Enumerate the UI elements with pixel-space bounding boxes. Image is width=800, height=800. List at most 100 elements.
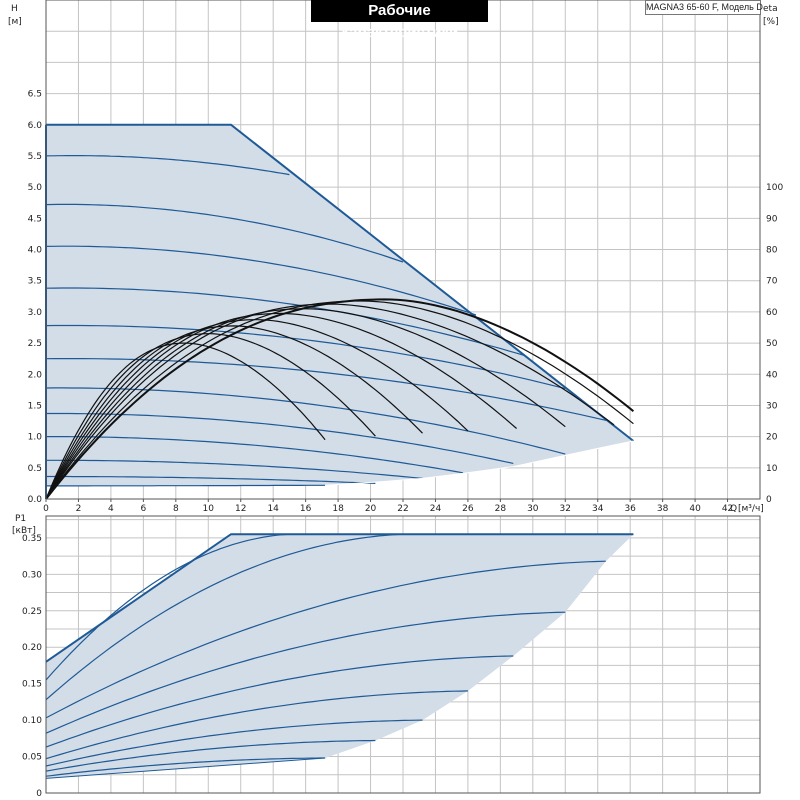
y-tick-label-power: 0 [36,789,42,799]
y2-tick-label-eta: 10 [766,464,778,474]
plot-frame-bottom [45,515,761,794]
y2-tick-label-eta: 30 [766,401,778,411]
y-tick-label-head: 2.5 [28,339,42,349]
x-tick-label: 6 [140,504,146,514]
x-tick-label: 34 [592,504,604,514]
y-tick-label-head: 2.0 [28,370,43,380]
y-tick-label-head: 6.5 [28,90,42,100]
max-power-curve [45,533,634,663]
y-tick-label-head: 1.0 [28,433,43,443]
x-tick-label: 42 [722,504,733,514]
y-tick-label-power: 0.25 [22,607,42,617]
y-tick-label-head: 6.0 [28,121,43,131]
power-curve [45,739,376,772]
y-axis-label-power: P1 [15,514,26,524]
y-axis-unit-power: [кВт] [12,526,36,536]
x-axis-unit-q: [м³/ч] [738,504,764,514]
x-tick-label: 36 [624,504,636,514]
pump-model-label: MAGNA3 65-60 F, Модель D [645,0,763,15]
efficiency-curve [45,325,423,500]
power-curve [45,655,514,748]
y-tick-label-power: 0.05 [22,753,42,763]
y2-tick-label-eta: 40 [766,370,778,380]
x-tick-label: 28 [495,504,507,514]
x-tick-label: 12 [235,504,246,514]
efficiency-curve [45,298,635,500]
axes [45,0,761,794]
y2-tick-label-eta: 80 [766,246,778,256]
power-curve [45,757,326,777]
y-tick-label-head: 4.5 [28,214,42,224]
x-tick-label: 24 [430,504,442,514]
y-tick-label-head: 3.0 [28,308,43,318]
operating-areas [46,124,634,779]
head-curve [45,155,290,176]
x-axis-label-q: Q [730,504,737,514]
head-curve [46,436,464,474]
min-power-curve [45,757,326,779]
x-tick-label: 14 [267,504,279,514]
y-tick-label-head: 5.5 [28,152,42,162]
operating-area-power [46,534,634,779]
efficiency-curve [45,333,376,500]
x-tick-label: 26 [462,504,474,514]
y2-tick-label-eta: 20 [766,433,778,443]
x-tick-label: 40 [689,504,701,514]
x-tick-label: 38 [657,504,669,514]
head-curve [45,245,477,316]
x-tick-label: 20 [365,504,377,514]
head-curve [45,324,566,390]
chart-title: Рабочие характеристики [311,0,488,41]
power-curve [45,690,468,760]
y2-axis-unit-eta: [%] [763,17,779,27]
y2-tick-label-eta: 50 [766,339,778,349]
y-tick-label-power: 0.15 [22,680,42,690]
y-tick-label-head: 4.0 [28,246,43,256]
x-tick-label: 10 [203,504,215,514]
head-curve [45,287,525,357]
head-area-bottom-edge [325,440,634,486]
head-curve [46,484,326,487]
x-tick-label: 30 [527,504,539,514]
y2-tick-label-eta: 100 [766,183,783,193]
curves [45,123,635,779]
head-curve [45,203,404,263]
x-tick-label: 2 [76,504,82,514]
efficiency-curve [45,312,517,500]
y-tick-label-power: 0.30 [22,570,42,580]
power-curve [45,533,290,681]
max-head-curve [46,123,635,442]
y-tick-label-power: 0.10 [22,716,42,726]
y2-axis-label-eta: eta [763,4,778,14]
power-curve [45,719,423,767]
y-tick-label-power: 0.20 [22,643,42,653]
power-curve [45,560,606,719]
head-curve [46,475,376,484]
y-tick-label-head: 3.5 [28,277,42,287]
y-axis-label-head: H [11,4,18,14]
x-tick-label: 4 [108,504,114,514]
tick-labels: 0 2 4 6 8 10 12 14 16 18 20 22 24 26 28 30 32 34 36 38 40 420… [22,90,783,799]
y2-tick-label-eta: 90 [766,214,778,224]
y2-tick-label-eta: 60 [766,308,778,318]
efficiency-curves [45,298,635,500]
x-tick-label: 8 [173,504,179,514]
head-curve [46,412,514,464]
x-tick-label: 0 [43,504,49,514]
head-curve [46,459,423,479]
y-tick-label-head: 0.0 [28,495,43,505]
y-axis-unit-head: [м] [8,17,22,27]
x-tick-label: 32 [560,504,571,514]
y-tick-label-head: 0.5 [28,464,42,474]
y2-tick-label-eta: 70 [766,277,778,287]
y-tick-label-power: 0.35 [22,534,42,544]
head-curve [45,387,566,455]
x-tick-label: 18 [332,504,344,514]
y2-tick-label-eta: 0 [766,495,772,505]
power-curve [45,611,566,734]
power-curve [45,533,404,701]
x-tick-label: 22 [397,504,408,514]
efficiency-curve [45,319,469,500]
y-tick-label-head: 1.5 [28,401,42,411]
